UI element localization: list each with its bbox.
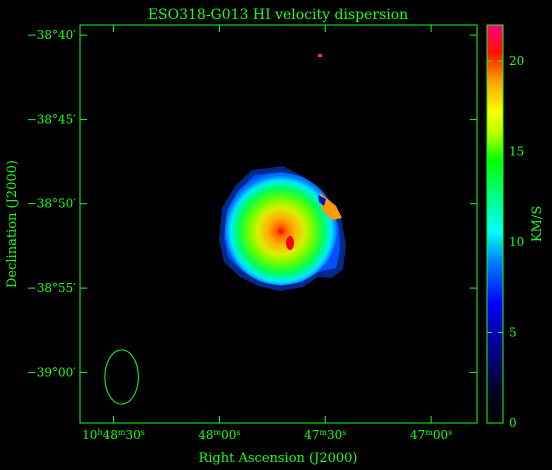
y-tick-label: −38°50′	[27, 197, 77, 211]
colorbar-label: KM/S	[530, 206, 545, 242]
noise-pixel	[318, 54, 322, 57]
y-tick-label: −38°55′	[27, 281, 77, 295]
galaxy-hotspot-edge	[318, 195, 326, 206]
x-tick-label: 47m30s	[304, 428, 346, 442]
colorbar	[486, 24, 504, 424]
x-tick-label: 47m00s	[410, 428, 452, 442]
galaxy-dispersion-field	[225, 173, 337, 285]
colorbar-ticks: 0 5 10 15 20	[487, 54, 524, 430]
y-tick-label: −38°40′	[27, 28, 77, 42]
x-axis-ticks: 10h48m30s 48m00s 47m30s 47m00s	[82, 25, 452, 442]
y-axis-ticks: −38°40′ −38°45′ −38°50′ −38°55′ −39°00′	[27, 28, 477, 379]
chart-title: ESO318-G013 HI velocity dispersion	[148, 7, 408, 23]
colorbar-tick-label: 5	[509, 326, 517, 340]
x-tick-label: 48m00s	[198, 428, 240, 442]
beam-ellipse	[104, 349, 139, 405]
galaxy-peak	[286, 236, 294, 250]
x-axis-label: Right Ascension (J2000)	[198, 451, 357, 466]
colorbar-tick-label: 10	[509, 235, 524, 249]
y-tick-label: −39°00′	[27, 365, 77, 379]
y-tick-label: −38°45′	[27, 112, 77, 126]
colorbar-tick-label: 0	[509, 416, 517, 430]
colorbar-tick-label: 15	[509, 145, 524, 159]
x-tick-label: 10h48m30s	[82, 428, 145, 442]
galaxy-map	[219, 54, 346, 291]
colorbar-tick-label: 20	[509, 54, 524, 68]
y-axis-label: Declination (J2000)	[5, 160, 20, 288]
